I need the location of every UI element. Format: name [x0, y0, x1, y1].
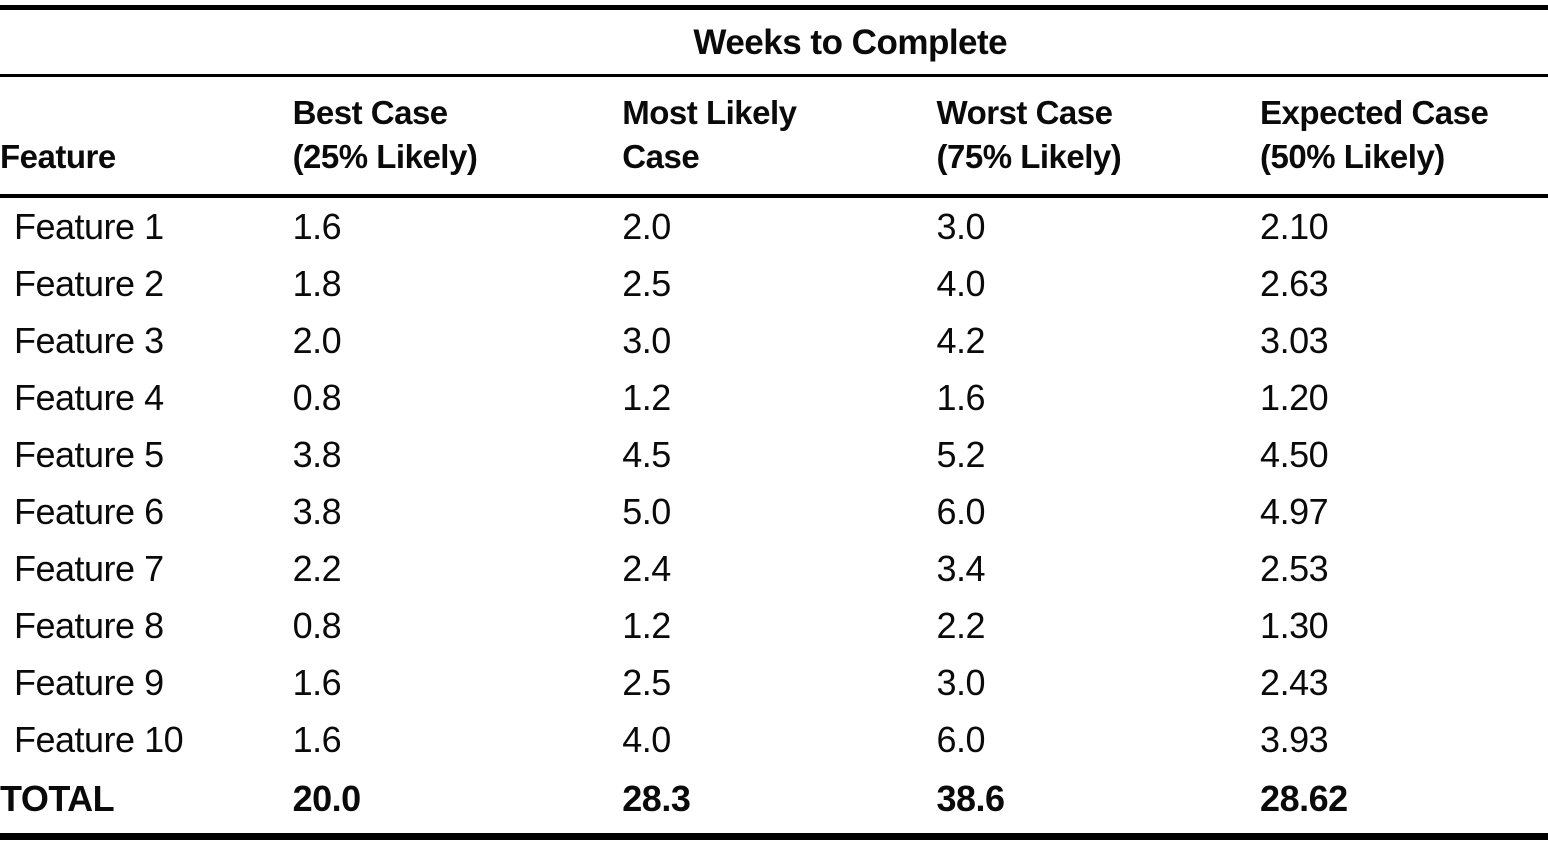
column-header-best-case: Best Case (25% Likely)	[292, 75, 623, 198]
feature-cell: Feature 10	[14, 719, 184, 760]
feature-cell: Feature 7	[14, 548, 164, 589]
total-best-case-cell: 20.0	[292, 768, 623, 840]
worst-case-cell: 3.0	[936, 662, 986, 703]
column-header-sublabel: (50% Likely)	[1260, 138, 1445, 175]
column-header-label: Most Likely	[622, 94, 797, 131]
expected-case-cell: 3.93	[1260, 719, 1329, 760]
table-row: Feature 1 1.6 2.0 3.0 2.10	[0, 196, 1548, 255]
spanning-header-row: Weeks to Complete	[0, 5, 1548, 77]
total-label-cell: TOTAL	[0, 768, 293, 840]
worst-case-cell: 5.2	[936, 434, 986, 475]
column-header-feature: Feature	[0, 75, 293, 198]
best-case-cell: 2.0	[292, 320, 342, 361]
table-row: Feature 6 3.8 5.0 6.0 4.97	[0, 483, 1548, 540]
feature-cell: Feature 2	[14, 263, 164, 304]
column-header-label: Worst Case	[936, 94, 1113, 131]
column-header-label: Best Case	[292, 94, 449, 131]
worst-case-cell: 4.0	[936, 263, 986, 304]
expected-case-cell: 4.50	[1260, 434, 1329, 475]
column-header-label: Expected Case	[1260, 94, 1489, 131]
best-case-cell: 2.2	[292, 548, 342, 589]
total-expected-case-cell: 28.62	[1260, 768, 1548, 840]
most-likely-cell: 1.2	[622, 377, 671, 418]
most-likely-cell: 4.5	[622, 434, 671, 475]
expected-case-cell: 3.03	[1260, 320, 1329, 361]
column-header-sublabel: (25% Likely)	[292, 138, 478, 175]
most-likely-cell: 2.4	[622, 548, 671, 589]
table-row: Feature 8 0.8 1.2 2.2 1.30	[0, 597, 1548, 654]
feature-cell: Feature 1	[14, 206, 164, 247]
worst-case-cell: 2.2	[936, 605, 986, 646]
worst-case-cell: 3.4	[936, 548, 986, 589]
column-header-most-likely: Most Likely Case	[622, 75, 937, 198]
most-likely-cell: 1.2	[622, 605, 671, 646]
column-header-row: Feature Best Case (25% Likely) Most Like…	[0, 75, 1548, 198]
best-case-cell: 3.8	[292, 434, 342, 475]
table-row: Feature 9 1.6 2.5 3.0 2.43	[0, 654, 1548, 711]
expected-case-cell: 2.63	[1260, 263, 1329, 304]
table-row: Feature 2 1.8 2.5 4.0 2.63	[0, 255, 1548, 312]
weeks-to-complete-header: Weeks to Complete	[292, 5, 1548, 77]
table-row: Feature 3 2.0 3.0 4.2 3.03	[0, 312, 1548, 369]
worst-case-cell: 3.0	[936, 206, 986, 247]
column-header-label: Feature	[0, 138, 116, 175]
worst-case-cell: 4.2	[936, 320, 986, 361]
feature-cell: Feature 6	[14, 491, 164, 532]
feature-cell: Feature 5	[14, 434, 164, 475]
table-row: Feature 5 3.8 4.5 5.2 4.50	[0, 426, 1548, 483]
table-row: Feature 10 1.6 4.0 6.0 3.93	[0, 711, 1548, 768]
column-header-expected-case: Expected Case (50% Likely)	[1260, 75, 1548, 198]
worst-case-cell: 6.0	[936, 719, 986, 760]
estimation-table: Weeks to Complete Feature Best Case (25%…	[0, 5, 1548, 840]
total-worst-case-cell: 38.6	[936, 768, 1261, 840]
column-header-sublabel: Case	[622, 138, 700, 175]
best-case-cell: 1.6	[292, 662, 342, 703]
expected-case-cell: 4.97	[1260, 491, 1329, 532]
most-likely-cell: 3.0	[622, 320, 671, 361]
worst-case-cell: 1.6	[936, 377, 986, 418]
best-case-cell: 0.8	[292, 377, 342, 418]
best-case-cell: 1.6	[292, 206, 342, 247]
best-case-cell: 3.8	[292, 491, 342, 532]
expected-case-cell: 1.20	[1260, 377, 1329, 418]
best-case-cell: 0.8	[292, 605, 342, 646]
column-header-sublabel: (75% Likely)	[936, 138, 1122, 175]
expected-case-cell: 2.53	[1260, 548, 1329, 589]
feature-cell: Feature 9	[14, 662, 164, 703]
most-likely-cell: 5.0	[622, 491, 671, 532]
table-row: Feature 4 0.8 1.2 1.6 1.20	[0, 369, 1548, 426]
worst-case-cell: 6.0	[936, 491, 986, 532]
spanning-header-blank-cell	[0, 5, 293, 77]
feature-cell: Feature 3	[14, 320, 164, 361]
expected-case-cell: 2.10	[1260, 206, 1329, 247]
feature-cell: Feature 4	[14, 377, 164, 418]
total-row: TOTAL 20.0 28.3 38.6 28.62	[0, 768, 1548, 840]
best-case-cell: 1.8	[292, 263, 342, 304]
most-likely-cell: 2.0	[622, 206, 671, 247]
expected-case-cell: 2.43	[1260, 662, 1329, 703]
feature-cell: Feature 8	[14, 605, 164, 646]
table-row: Feature 7 2.2 2.4 3.4 2.53	[0, 540, 1548, 597]
column-header-worst-case: Worst Case (75% Likely)	[936, 75, 1261, 198]
best-case-cell: 1.6	[292, 719, 342, 760]
most-likely-cell: 4.0	[622, 719, 671, 760]
most-likely-cell: 2.5	[622, 662, 671, 703]
total-most-likely-cell: 28.3	[622, 768, 937, 840]
expected-case-cell: 1.30	[1260, 605, 1329, 646]
most-likely-cell: 2.5	[622, 263, 671, 304]
